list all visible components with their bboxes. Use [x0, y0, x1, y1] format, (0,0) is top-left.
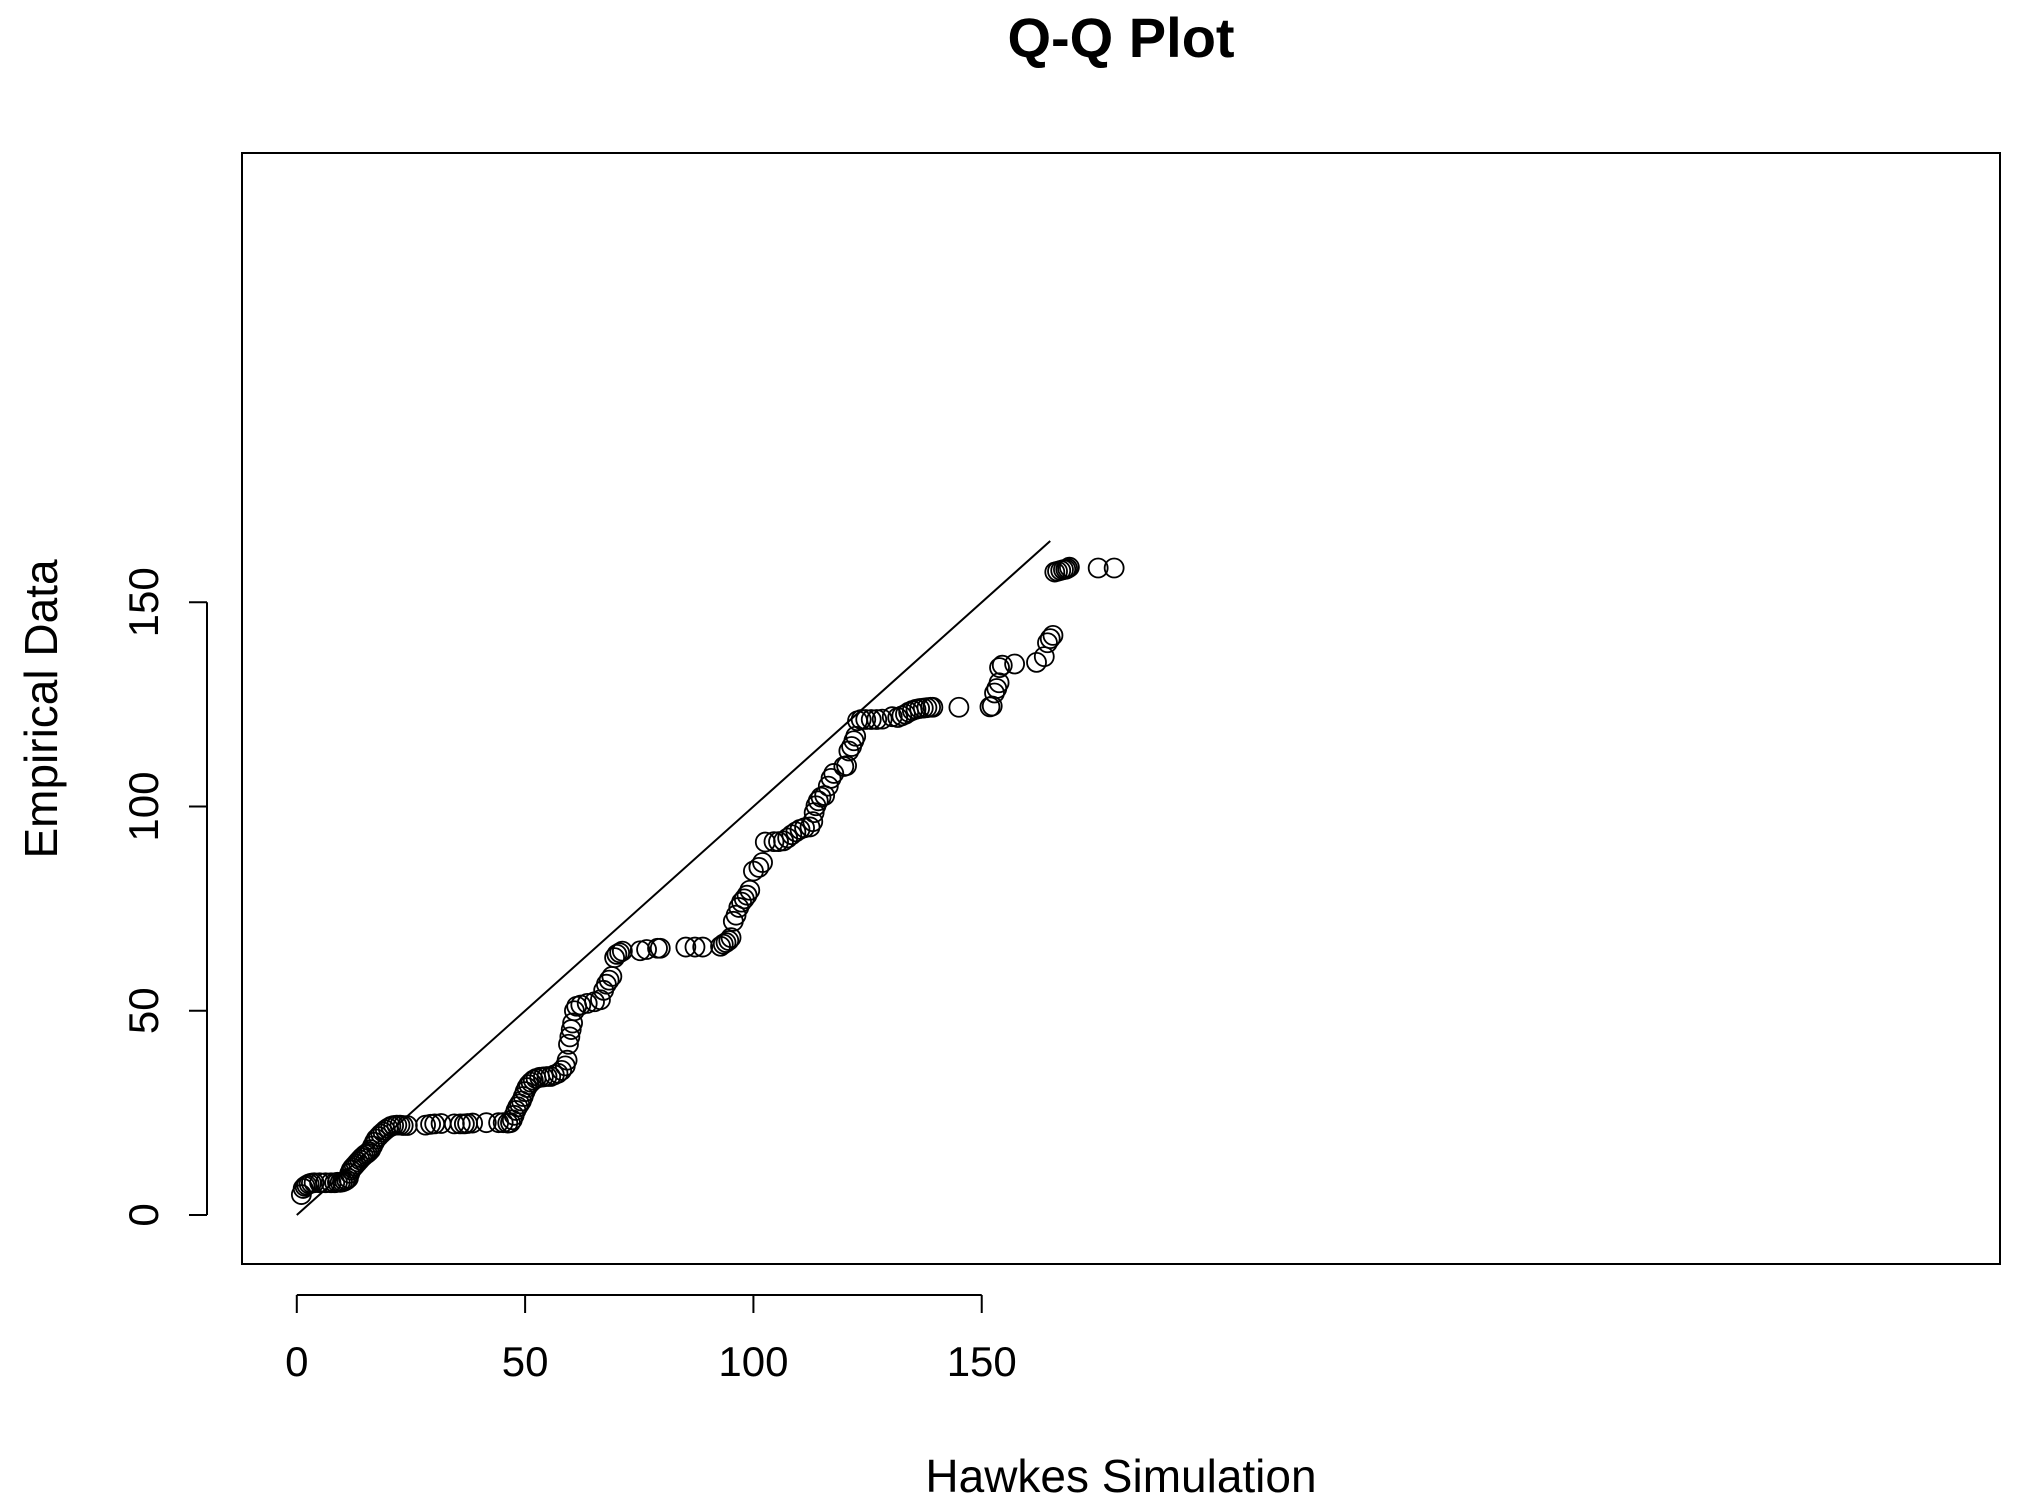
data-point-162: [922, 696, 944, 718]
data-point-149: [866, 709, 888, 730]
data-point-133: [807, 790, 829, 812]
data-point-92: [598, 969, 620, 991]
data-point-170: [991, 654, 1013, 676]
reference-line: [296, 540, 1051, 1216]
data-point-121: [763, 831, 785, 853]
data-point-146: [850, 709, 872, 730]
data-point-94: [604, 947, 626, 969]
data-point-6: [303, 1172, 325, 1194]
y-axis-title: Empirical Data: [15, 559, 67, 859]
data-point-102: [675, 936, 697, 958]
data-point-174: [1037, 632, 1058, 654]
data-point-108: [718, 930, 740, 951]
data-point-113: [731, 891, 752, 913]
data-point-84: [564, 1000, 585, 1022]
chart-title: Q-Q Plot: [1007, 6, 1234, 69]
data-point-96: [609, 942, 631, 964]
data-point-137: [820, 767, 842, 789]
data-point-140: [836, 755, 857, 777]
chart-layer: 0 50 100 150 0 50 100 150: [120, 152, 2001, 1385]
data-point-104: [692, 936, 714, 958]
data-point-130: [802, 811, 824, 833]
data-point-89: [590, 989, 611, 1011]
data-point-101: [649, 937, 671, 959]
y-tick-label-2: 100: [120, 771, 167, 841]
data-point-147: [855, 709, 877, 730]
data-point-79: [556, 1049, 578, 1071]
data-point-53: [475, 1112, 497, 1134]
data-point-141: [838, 740, 860, 762]
data-point-129: [799, 816, 821, 838]
data-point-185: [1103, 557, 1125, 579]
data-point-106: [712, 933, 734, 955]
data-point-184: [1087, 557, 1109, 579]
y-tick-label-3: 150: [120, 567, 167, 637]
data-point-107: [715, 932, 737, 953]
plot-frame: [241, 152, 2001, 1265]
data-point-183: [1059, 556, 1080, 578]
data-point-77: [551, 1059, 573, 1081]
data-point-168: [988, 672, 1010, 694]
data-point-97: [611, 940, 633, 962]
data-point-119: [752, 852, 773, 873]
x-axis-title: Hawkes Simulation: [925, 1450, 1316, 1502]
x-tick-label-3: 150: [947, 1338, 1017, 1385]
data-point-80: [558, 1033, 579, 1055]
data-point-148: [860, 709, 882, 730]
data-point-118: [748, 856, 770, 878]
data-point-182: [1057, 557, 1078, 579]
data-point-7: [309, 1172, 331, 1194]
data-point-109: [720, 927, 742, 949]
data-point-95: [606, 943, 628, 965]
x-tick-label-2: 100: [718, 1338, 788, 1385]
data-point-87: [576, 993, 598, 1014]
x-tick-label-0: 0: [285, 1338, 308, 1385]
data-point-175: [1039, 628, 1061, 650]
data-point-98: [629, 940, 651, 962]
data-point-150: [871, 708, 893, 730]
data-point-52: [462, 1112, 483, 1134]
data-point-81: [559, 1026, 581, 1048]
data-point-169: [989, 657, 1010, 679]
y-tick-label-0: 0: [120, 1203, 167, 1226]
data-point-176: [1042, 624, 1064, 646]
data-point-171: [1004, 653, 1026, 675]
data-point-115: [736, 884, 758, 906]
data-point-83: [562, 1012, 583, 1034]
data-point-103: [684, 936, 706, 958]
data-point-163: [948, 696, 970, 718]
x-tick-label-1: 50: [502, 1338, 549, 1385]
data-point-99: [636, 939, 657, 960]
y-tick-label-1: 50: [120, 987, 167, 1034]
data-point-166: [984, 682, 1005, 704]
